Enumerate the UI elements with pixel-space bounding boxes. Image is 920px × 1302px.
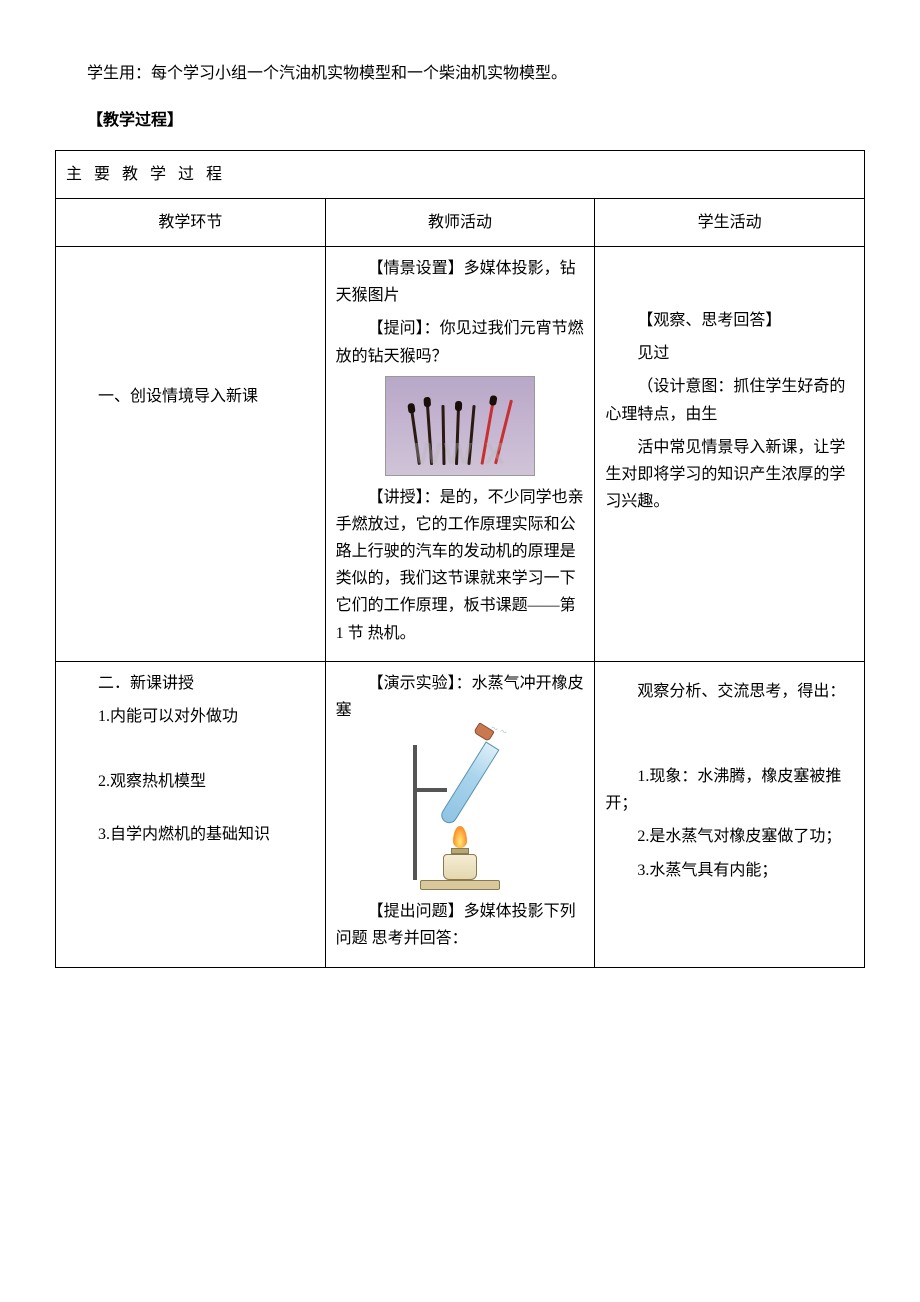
burner-base — [420, 880, 500, 890]
table-row: 二．新课讲授 1.内能可以对外做功 2.观察热机模型 3.自学内燃机的基础知识 … — [56, 661, 865, 967]
row2-col2: 【演示实验】：水蒸气冲开橡皮塞 ~ ~ 【提出问题】多媒体投影下列问题 思考并回… — [325, 661, 595, 967]
fireworks-image — [385, 376, 535, 476]
row1-col2: 【情景设置】多媒体投影，钻天猴图片 【提问】：你见过我们元宵节燃放的钻天猴吗？ … — [325, 246, 595, 661]
row1-c2-p1: 【情景设置】多媒体投影，钻天猴图片 — [336, 255, 585, 309]
row2-c1-p1: 二．新课讲授 — [66, 670, 315, 697]
fireworks-image-block — [336, 376, 585, 476]
firework-stick — [480, 401, 494, 465]
section-heading: 【教学过程】 — [55, 107, 865, 136]
row1-col3: 【观察、思考回答】 见过 （设计意图：抓住学生好奇的心理特点，由生 活中常见情景… — [595, 246, 865, 661]
row2-c2-p2: 【提出问题】多媒体投影下列问题 思考并回答： — [336, 898, 585, 952]
merged-header-cell: 主 要 教 学 过 程 — [56, 150, 865, 198]
row2-c1-p2: 1.内能可以对外做功 — [66, 703, 315, 730]
row1-c3-p2: 见过 — [605, 340, 854, 367]
stand-clamp — [417, 788, 447, 792]
row2-c3-p1: 观察分析、交流思考，得出： — [605, 678, 854, 705]
row1-c1-text: 一、创设情境导入新课 — [66, 383, 315, 410]
table-header-merged-row: 主 要 教 学 过 程 — [56, 150, 865, 198]
row1-c2-p2: 【提问】：你见过我们元宵节燃放的钻天猴吗？ — [336, 315, 585, 369]
row2-c2-p1: 【演示实验】：水蒸气冲开橡皮塞 — [336, 670, 585, 724]
firework-stick — [467, 405, 475, 465]
col-header-2: 教师活动 — [325, 198, 595, 246]
table-row: 一、创设情境导入新课 【情景设置】多媒体投影，钻天猴图片 【提问】：你见过我们元… — [56, 246, 865, 661]
row1-c2-p3: 【讲授】：是的，不少同学也亲手燃放过，它的工作原理实际和公路上行驶的汽车的发动机… — [336, 484, 585, 647]
row2-col3: 观察分析、交流思考，得出： 1.现象：水沸腾，橡皮塞被推开； 2.是水蒸气对橡皮… — [595, 661, 865, 967]
row1-c3-p4: 活中常见情景导入新课，让学生对即将学习的知识产生浓厚的学习兴趣。 — [605, 434, 854, 516]
merged-header-text: 主 要 教 学 过 程 — [66, 166, 226, 183]
flame-icon — [453, 826, 467, 848]
col-header-3: 学生活动 — [595, 198, 865, 246]
table-column-header-row: 教学环节 教师活动 学生活动 — [56, 198, 865, 246]
burner-cap — [451, 848, 469, 854]
row2-c1-p3: 2.观察热机模型 — [66, 768, 315, 795]
row1-c3-p1: 【观察、思考回答】 — [605, 307, 854, 334]
firework-stick — [455, 407, 460, 465]
burner-body — [443, 854, 477, 880]
test-tube — [438, 742, 499, 827]
row2-col1: 二．新课讲授 1.内能可以对外做功 2.观察热机模型 3.自学内燃机的基础知识 — [56, 661, 326, 967]
firework-stick — [426, 403, 433, 465]
col-header-1: 教学环节 — [56, 198, 326, 246]
stand-pole — [413, 745, 417, 880]
firework-stick — [410, 409, 421, 465]
row2-c3-p2: 1.现象：水沸腾，橡皮塞被推开； — [605, 763, 854, 817]
row1-c3-p3: （设计意图：抓住学生好奇的心理特点，由生 — [605, 373, 854, 427]
teaching-process-table: 主 要 教 学 过 程 教学环节 教师活动 学生活动 一、创设情境导入新课 【情… — [55, 150, 865, 968]
row1-col1: 一、创设情境导入新课 — [56, 246, 326, 661]
apparatus-image-block: ~ ~ — [336, 730, 585, 890]
apparatus-image: ~ ~ — [395, 730, 525, 890]
firework-stick — [494, 399, 513, 464]
row2-c1-p4: 3.自学内燃机的基础知识 — [66, 821, 315, 848]
row2-c3-p3: 2.是水蒸气对橡皮塞做了功； — [605, 823, 854, 850]
intro-paragraph: 学生用：每个学习小组一个汽油机实物模型和一个柴油机实物模型。 — [55, 60, 865, 89]
row2-c3-p4: 3.水蒸气具有内能； — [605, 857, 854, 884]
firework-stick — [441, 405, 445, 465]
